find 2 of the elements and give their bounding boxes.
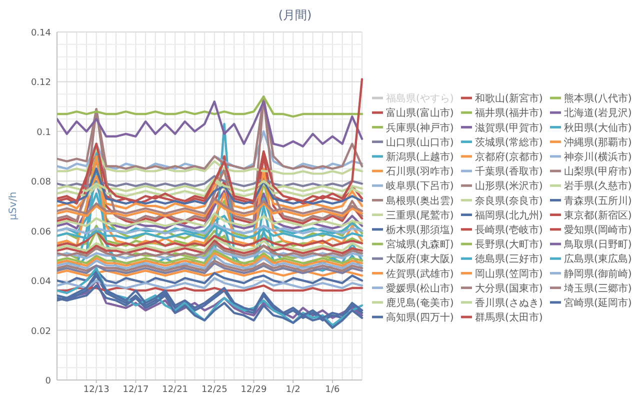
ylabel: μSv/h (8, 192, 19, 220)
title: (月間) (278, 8, 312, 22)
